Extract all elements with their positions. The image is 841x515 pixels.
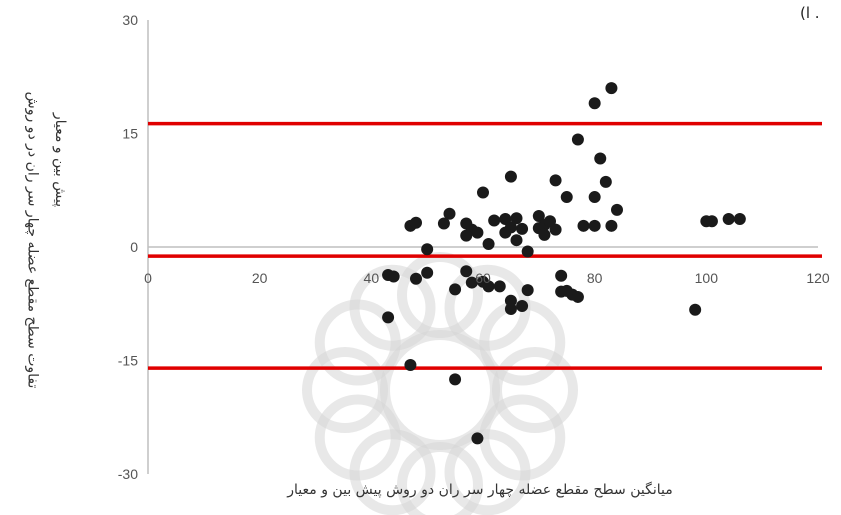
data-point: [549, 223, 562, 236]
x-tick-label: 60: [475, 270, 491, 286]
data-point: [499, 226, 512, 239]
data-point: [532, 209, 545, 222]
data-point: [443, 207, 456, 220]
data-point: [689, 303, 702, 316]
y-axis-title: تفاوت سطح مقطع عضله چهار سر ران در دو رو…: [23, 91, 40, 389]
data-point: [460, 265, 473, 278]
x-tick-label: 0: [144, 270, 152, 286]
x-tick-label: 100: [695, 270, 719, 286]
data-point: [588, 191, 601, 204]
x-tick-label: 20: [252, 270, 268, 286]
y-axis-title-line2: پیش بین و معیار: [52, 112, 69, 208]
data-point: [560, 191, 573, 204]
data-point: [482, 237, 495, 250]
data-point: [421, 266, 434, 279]
data-point: [516, 222, 529, 235]
data-point: [504, 294, 517, 307]
data-point: [555, 269, 568, 282]
data-point: [410, 272, 422, 285]
watermark-logo: [302, 252, 578, 515]
data-point: [449, 283, 462, 296]
data-point: [488, 214, 501, 227]
data-point: [510, 234, 523, 247]
data-point: [521, 245, 534, 258]
data-point: [733, 213, 746, 226]
data-point: [460, 229, 473, 242]
figure-corner-mark: (ا .: [800, 4, 820, 22]
data-point: [532, 222, 545, 235]
x-tick-label: 80: [587, 270, 603, 286]
axis-ticks: 0 20 40 60 80 100 120 -30 -15 0 15 30: [118, 12, 830, 482]
data-point: [516, 300, 529, 313]
data-point: [471, 226, 484, 239]
data-point: [611, 203, 623, 216]
data-point: [588, 219, 601, 232]
data-point: [594, 152, 607, 165]
y-tick-label: -30: [118, 466, 138, 482]
data-point: [599, 175, 612, 188]
data-point: [722, 213, 735, 226]
data-point: [471, 432, 484, 445]
data-point: [449, 373, 462, 386]
y-tick-label: 30: [122, 12, 138, 28]
data-point: [605, 82, 618, 95]
data-point: [421, 243, 434, 256]
data-point: [465, 276, 478, 289]
data-point: [382, 311, 395, 324]
data-point: [387, 270, 400, 283]
data-point: [510, 212, 523, 225]
y-tick-label: -15: [118, 353, 138, 369]
data-point: [705, 215, 718, 228]
data-points: [382, 82, 746, 445]
data-point: [571, 290, 584, 303]
y-tick-label: 15: [122, 126, 138, 142]
data-point: [605, 219, 618, 232]
data-point: [577, 219, 590, 232]
data-point: [404, 359, 417, 372]
data-point: [521, 284, 534, 297]
data-point: [504, 170, 517, 183]
data-point: [410, 216, 422, 229]
data-point: [588, 97, 601, 110]
x-tick-label: 40: [364, 270, 380, 286]
data-point: [504, 303, 517, 316]
data-point: [493, 280, 506, 293]
data-point: [477, 275, 489, 288]
reference-lines: [148, 121, 822, 370]
data-point: [477, 186, 489, 199]
y-tick-label: 0: [130, 239, 138, 255]
data-point: [549, 174, 562, 187]
x-axis-title: میانگین سطح مقطع عضله چهار سر ران دو روش…: [287, 482, 673, 498]
x-tick-label: 120: [806, 270, 830, 286]
data-point: [571, 133, 584, 146]
data-point: [437, 217, 450, 230]
